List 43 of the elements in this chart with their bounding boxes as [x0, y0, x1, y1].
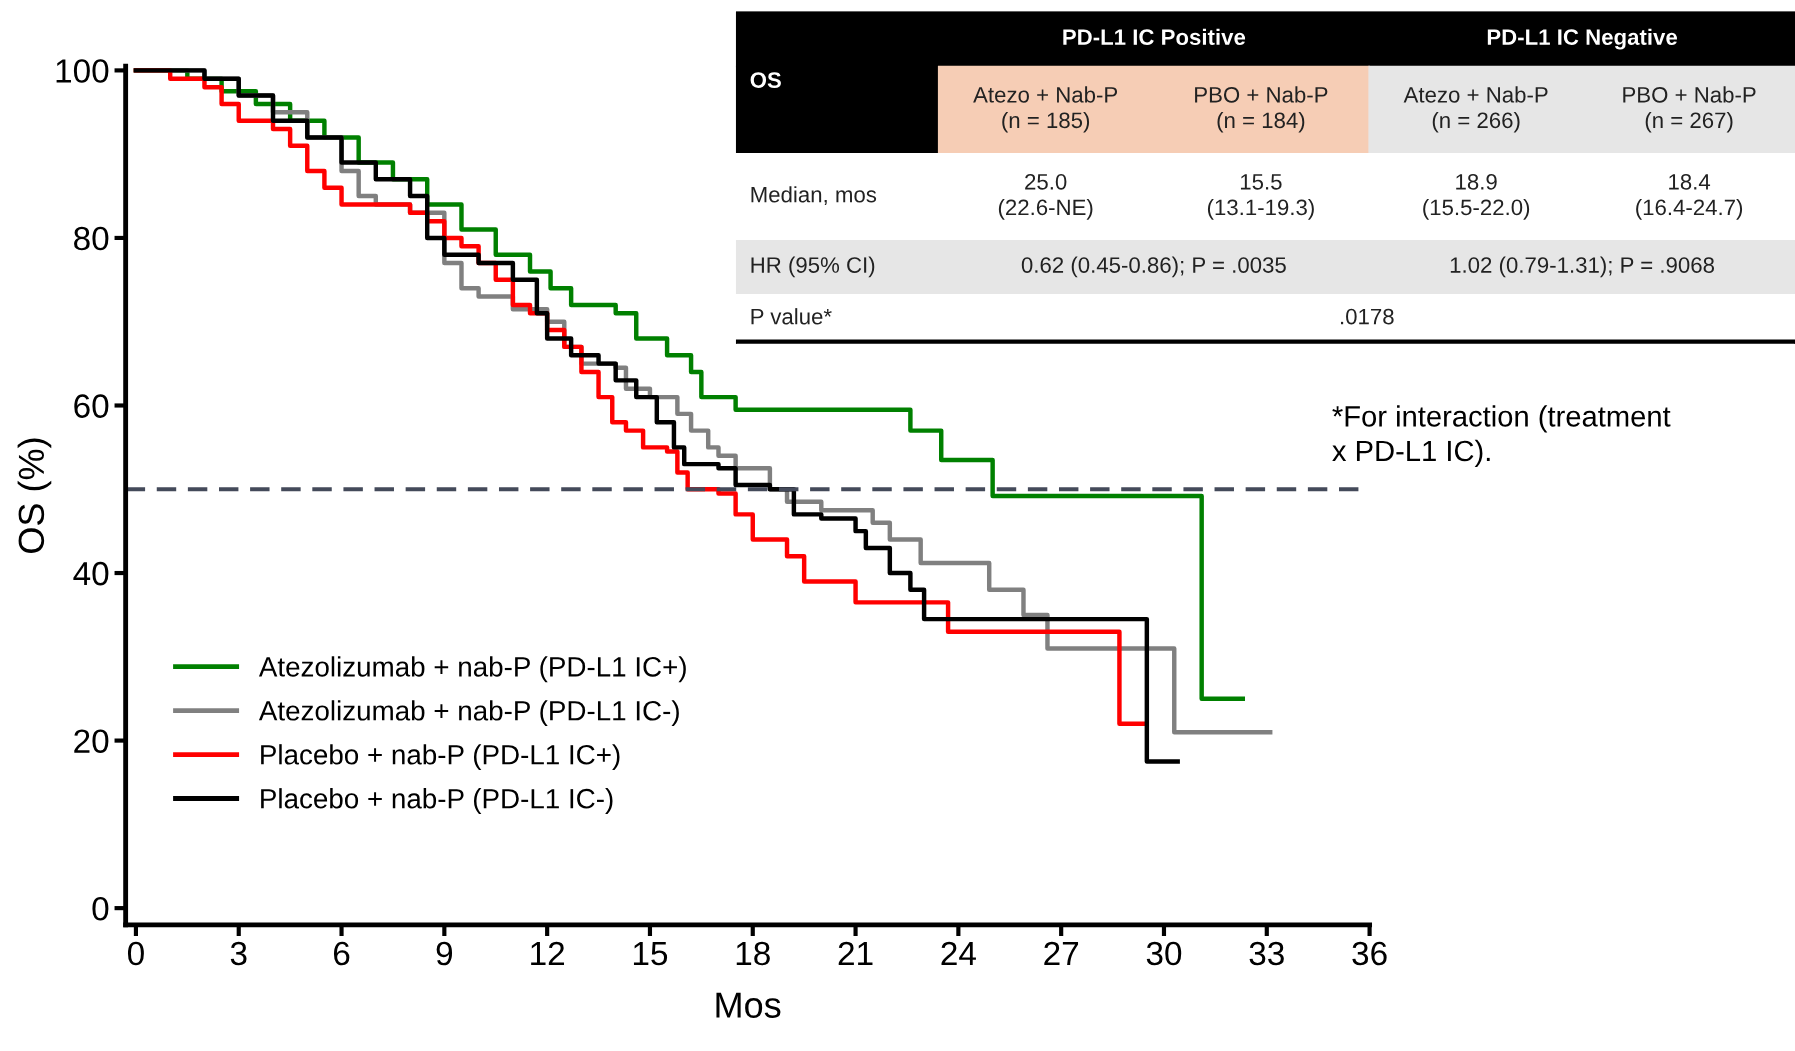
legend-label: Atezolizumab + nab-P (PD-L1 IC+): [258, 656, 686, 683]
x-tick-label: 3: [230, 941, 247, 966]
annotation: 0.62 (0.45-0.86); P = .0035: [1021, 256, 1286, 278]
y-tick-label: 80: [74, 226, 109, 251]
x-tick-label: 24: [941, 941, 976, 966]
text: 18.9 (15.5-22.0): [1423, 173, 1530, 220]
x-tick-label: 21: [838, 941, 873, 966]
x-tick-label: 12: [531, 941, 565, 966]
legend-label: Atezolizumab + nab-P (PD-L1 IC-): [258, 700, 679, 727]
x-tick-label: 18: [736, 941, 770, 966]
text: PD-L1 IC Negative: [1487, 28, 1677, 50]
annotation: *For interaction (treatment x PD-L1 IC).: [1332, 405, 1671, 468]
annotation: OS: [750, 72, 781, 88]
y-tick-label: 20: [74, 729, 109, 753]
annotation: Atezo + Nab-P (n = 185): [973, 86, 1118, 133]
annotation: 15.5 (13.1-19.3): [1207, 174, 1314, 220]
annotation: .0178: [1341, 308, 1394, 325]
text: 18.4 (16.4-24.7): [1636, 173, 1743, 220]
legend-label: Placebo + nab-P (PD-L1 IC+): [261, 744, 620, 771]
annotation: Median, mos: [751, 186, 877, 206]
x-tick-label: 33: [1249, 941, 1284, 966]
x-axis-title: Mos: [716, 992, 781, 1018]
y-tick-label: 100: [56, 59, 109, 83]
x-tick-label: 6: [333, 941, 350, 966]
x-tick-label: 36: [1352, 941, 1387, 966]
legend-label: Placebo + nab-P (PD-L1 IC-): [261, 788, 613, 814]
x-tick-label: 0: [127, 941, 144, 966]
x-tick-label: 27: [1044, 941, 1079, 966]
y-tick-label: 60: [74, 394, 109, 418]
annotation: PBO + Nab-P (n = 184): [1195, 86, 1328, 133]
x-tick-label: 15: [633, 942, 668, 966]
y-tick-label: 0: [92, 896, 109, 921]
x-tick-label: 9: [436, 941, 453, 966]
y-tick-label: 40: [73, 561, 109, 586]
y-axis-title: OS (%): [17, 438, 52, 554]
annotation: HR (95% CI): [751, 256, 875, 278]
x-tick-label: 30: [1146, 941, 1182, 966]
text: PD-L1 IC Positive: [1063, 28, 1246, 46]
text: 1.02 (0.79-1.31); P = .9068: [1450, 256, 1715, 278]
text: Atezo + Nab-P (n = 266): [1403, 86, 1548, 133]
text: PBO + Nab-P (n = 267): [1623, 86, 1756, 133]
annotation: 25.0 (22.6-NE): [998, 173, 1093, 220]
annotation: P value*: [751, 308, 832, 325]
